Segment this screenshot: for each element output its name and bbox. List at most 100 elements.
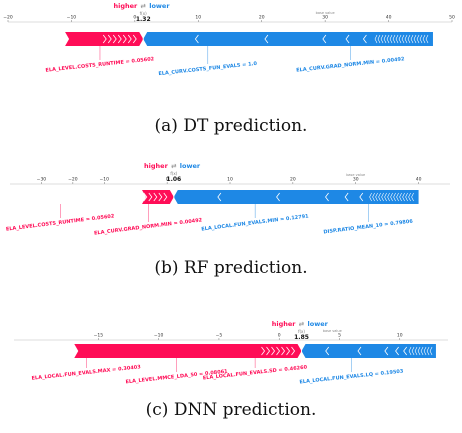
chevron-left-icon [345, 34, 350, 44]
fx-label: f(x) [298, 329, 305, 334]
tick-label: 30 [322, 15, 328, 21]
chevron-left-icon [393, 192, 396, 202]
tick-label: 0 [133, 15, 136, 21]
chevron-left-icon [375, 192, 378, 202]
chevron-left-icon [322, 34, 327, 44]
chevron-left-icon [357, 346, 362, 356]
chevron-left-icon [325, 192, 329, 202]
fx-value: 1.85 [294, 334, 309, 341]
tick-label: −10 [154, 333, 164, 339]
tick-label: 10 [195, 15, 201, 21]
chevron-right-icon [148, 192, 153, 202]
chevron-right-icon [276, 346, 281, 356]
chevron-right-icon [133, 192, 138, 202]
chevron-left-icon [386, 34, 390, 44]
chevron-right-icon [163, 192, 168, 202]
tick-label: −10 [100, 177, 110, 183]
chevron-left-icon [416, 34, 420, 44]
chevron-left-icon [407, 34, 411, 44]
chevron-left-icon [381, 192, 384, 202]
chevron-left-icon [411, 192, 414, 202]
chevron-left-icon [404, 34, 408, 44]
chevron-right-icon [138, 192, 143, 202]
caption-rf: (b) RF prediction. [154, 258, 308, 278]
chevron-left-icon [392, 34, 396, 44]
tick-label: 40 [386, 15, 392, 21]
tick-label: 50 [449, 15, 455, 21]
tick-label: 0 [166, 177, 169, 183]
chevron-left-icon [411, 346, 415, 356]
legend-lower: lower [180, 162, 201, 170]
chevron-left-icon [399, 192, 402, 202]
base-value-label: base value [316, 11, 335, 15]
legend: higher ⇄ lower [144, 162, 201, 170]
chevron-left-icon [413, 34, 417, 44]
chevron-left-icon [383, 34, 387, 44]
chevron-left-icon [372, 192, 375, 202]
tick-label: 40 [416, 177, 422, 183]
tick-label: −10 [67, 15, 77, 21]
chevron-left-icon [426, 346, 430, 356]
legend-arrow-icon: ⇄ [141, 2, 147, 10]
chevron-left-icon [410, 34, 414, 44]
bar-lower [301, 344, 436, 358]
chevron-left-icon [325, 346, 330, 356]
chevron-left-icon [395, 346, 399, 356]
base-value-label: base value [346, 173, 365, 177]
chevron-left-icon [217, 192, 222, 202]
tick-label: −15 [94, 333, 104, 339]
chevron-left-icon [396, 192, 399, 202]
caption-dnn: (c) DNN prediction. [145, 400, 317, 420]
chevron-left-icon [405, 192, 408, 202]
base-value-label: base value [323, 329, 342, 333]
legend: higher ⇄ lower [272, 320, 329, 328]
fx-label: f(x) [170, 171, 177, 176]
chevron-right-icon [107, 34, 112, 44]
chevron-right-icon [102, 34, 107, 44]
chevron-left-icon [387, 192, 390, 202]
chevron-left-icon [378, 192, 381, 202]
bar-lower [173, 190, 419, 204]
chevron-left-icon [369, 192, 372, 202]
chevron-left-icon [390, 192, 393, 202]
tick-label: 10 [397, 333, 403, 339]
chevron-left-icon [425, 34, 429, 44]
legend-arrow-icon: ⇄ [299, 320, 305, 328]
chevron-left-icon [423, 346, 427, 356]
chevron-right-icon [261, 346, 266, 356]
tick-label: −5 [216, 333, 223, 339]
legend-higher: higher [144, 162, 169, 170]
legend-higher: higher [272, 320, 297, 328]
legend-higher: higher [113, 2, 138, 10]
chevron-right-icon [281, 346, 286, 356]
fx-label: f(x) [140, 11, 147, 16]
chevron-left-icon [377, 34, 381, 44]
chevron-left-icon [384, 346, 389, 356]
chevron-left-icon [264, 34, 269, 44]
chevron-right-icon [271, 346, 276, 356]
chevron-left-icon [395, 34, 399, 44]
tick-label: 30 [353, 177, 359, 183]
chevron-right-icon [127, 34, 132, 44]
legend-lower: lower [308, 320, 329, 328]
panel-dt: higher ⇄ lower f(x) 1.32 base value −20 −10 0 10 2… [0, 0, 462, 110]
chevron-left-icon [420, 346, 424, 356]
chevron-right-icon [122, 34, 127, 44]
legend-lower: lower [149, 2, 170, 10]
chevron-left-icon [422, 34, 426, 44]
fx-value: 1.32 [136, 16, 151, 23]
chevron-left-icon [408, 346, 412, 356]
chevron-left-icon [414, 346, 418, 356]
chevron-left-icon [380, 34, 384, 44]
chevron-left-icon [384, 192, 387, 202]
chevron-right-icon [266, 346, 271, 356]
tick-label: 20 [259, 15, 265, 21]
chevron-right-icon [286, 346, 291, 356]
tick-label: 5 [338, 333, 341, 339]
chevron-left-icon [429, 346, 433, 356]
chevron-left-icon [401, 34, 405, 44]
fx-value: 1.06 [166, 176, 181, 183]
